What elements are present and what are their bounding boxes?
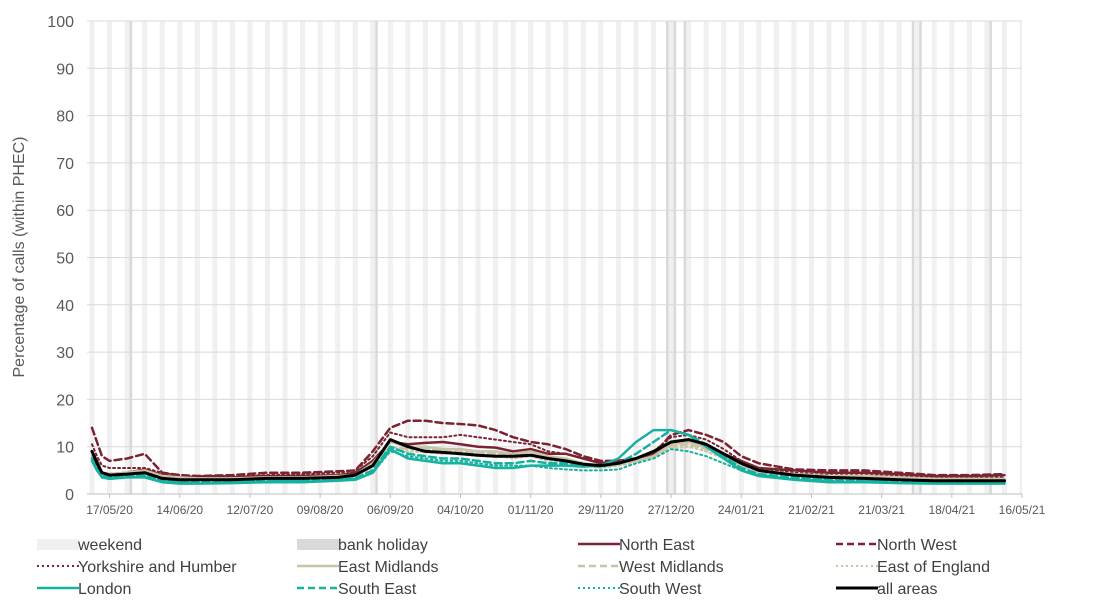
x-tick-label: 29/11/20 xyxy=(578,503,624,517)
x-tick-label: 21/03/21 xyxy=(858,503,905,517)
legend-swatch xyxy=(37,539,79,550)
legend-label: South West xyxy=(619,581,702,598)
legend-label: North East xyxy=(619,537,695,554)
y-tick-label: 0 xyxy=(65,487,74,504)
gridlines xyxy=(87,20,1022,495)
x-tick-label: 04/10/20 xyxy=(437,503,484,517)
legend-label: all areas xyxy=(877,581,937,598)
x-tick-label: 21/02/21 xyxy=(788,503,835,517)
x-tick-label: 18/04/21 xyxy=(928,503,975,517)
y-tick-label: 50 xyxy=(56,251,74,268)
legend: weekend bank holiday North East North West Y… xyxy=(37,537,990,598)
y-tick-label: 100 xyxy=(47,14,74,31)
x-tick-label: 17/05/20 xyxy=(86,503,133,517)
legend-swatch xyxy=(297,539,339,550)
y-tick-label: 30 xyxy=(56,345,74,362)
series-line-south-west xyxy=(91,448,1006,485)
y-axis-label: Percentage of calls (within PHEC) xyxy=(11,137,28,378)
x-axis-ticks: 17/05/20 14/06/20 12/07/20 09/08/20 06/09/20… xyxy=(86,494,1046,517)
series-line-all-areas xyxy=(90,438,1006,483)
legend-label: London xyxy=(78,581,131,598)
y-tick-label: 90 xyxy=(56,61,74,78)
legend-label: North West xyxy=(877,537,957,554)
x-tick-label: 16/05/21 xyxy=(999,503,1046,517)
legend-label: weekend xyxy=(77,537,142,554)
y-tick-label: 80 xyxy=(56,109,74,126)
x-tick-label: 24/01/21 xyxy=(718,503,765,517)
y-tick-label: 40 xyxy=(56,298,74,315)
x-tick-label: 12/07/20 xyxy=(227,503,274,517)
legend-label: East Midlands xyxy=(338,559,439,576)
y-tick-label: 60 xyxy=(56,203,74,220)
series-line-yorkshire-and-humber xyxy=(91,431,1006,479)
legend-label: South East xyxy=(338,581,417,598)
y-tick-label: 20 xyxy=(56,392,74,409)
legend-label: bank holiday xyxy=(338,537,428,554)
x-tick-label: 06/09/20 xyxy=(367,503,414,517)
legend-label: Yorkshire and Humber xyxy=(78,559,237,576)
y-axis-ticks: 0 10 20 30 40 50 60 70 80 90 100 xyxy=(47,14,74,504)
x-tick-label: 27/12/20 xyxy=(648,503,695,517)
y-tick-label: 10 xyxy=(56,440,74,457)
series-lines xyxy=(90,419,1006,485)
x-tick-label: 14/06/20 xyxy=(156,503,203,517)
y-tick-label: 70 xyxy=(56,156,74,173)
legend-label: West Midlands xyxy=(619,559,724,576)
x-tick-label: 01/11/20 xyxy=(508,503,554,517)
x-tick-label: 09/08/20 xyxy=(297,503,344,517)
legend-label: East of England xyxy=(877,559,990,576)
